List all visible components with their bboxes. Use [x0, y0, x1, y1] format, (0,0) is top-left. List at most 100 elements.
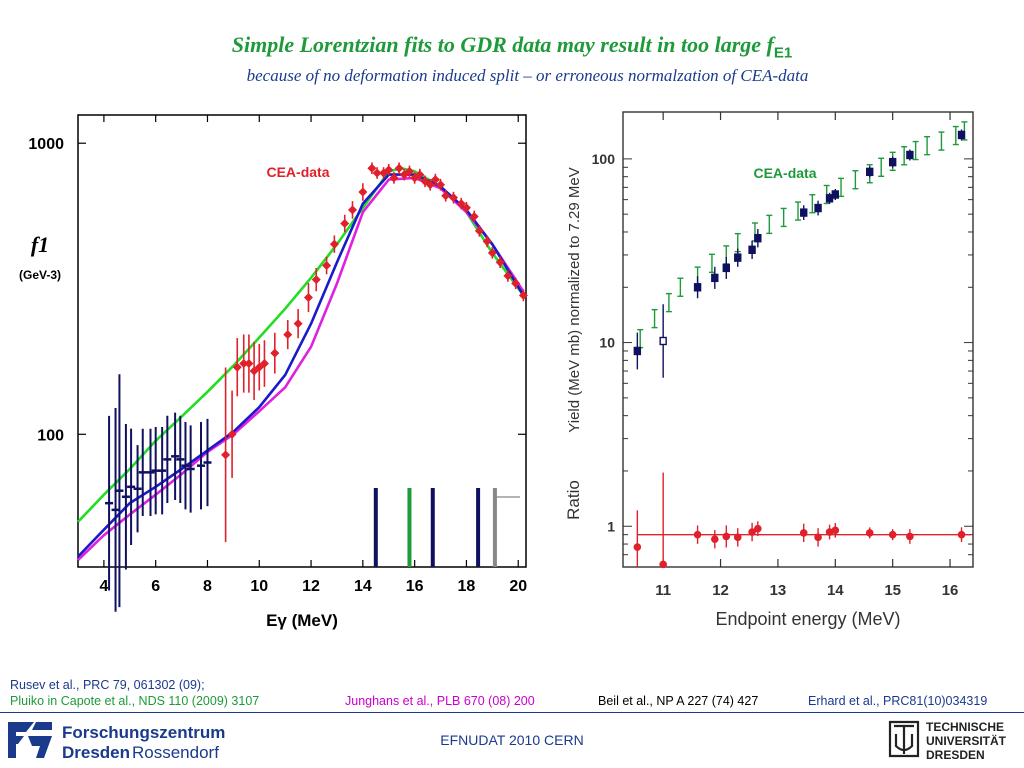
x-tick-label: 15	[884, 582, 901, 599]
yield-data-point	[957, 130, 966, 140]
ratio-data-point	[693, 530, 702, 539]
x-tick-label: 10	[250, 578, 268, 595]
x-tick-label: 6	[151, 578, 160, 595]
ratio-data-point	[754, 524, 762, 533]
x-axis-label: Endpoint energy (MeV)	[715, 609, 900, 629]
cea-data-point	[372, 168, 382, 178]
reference-pluiko: Pluiko in Capote et al., NDS 110 (2009) …	[10, 694, 260, 708]
x-tick-label: 16	[942, 582, 959, 599]
x-tick-label: 4	[99, 578, 108, 595]
cea-data-point	[389, 173, 399, 183]
cea-data-point	[227, 429, 237, 439]
cea-data-point	[482, 236, 492, 246]
yield-data-point	[866, 167, 874, 177]
yield-data-point	[633, 346, 642, 356]
ratio-data-point	[711, 535, 719, 544]
yield-data-point	[659, 336, 667, 346]
cea-data-point	[259, 359, 269, 369]
logo-tud-line2: UNIVERSITÄT	[926, 733, 1007, 748]
reference-erhard: Erhard et al., PRC81(10)034319	[808, 694, 988, 708]
y-axis-label: f1	[31, 232, 49, 257]
yield-data-point	[754, 234, 762, 243]
x-tick-label: 16	[406, 578, 424, 595]
plot-frame	[622, 111, 974, 568]
y-tick-label: 1000	[28, 136, 64, 153]
cea-data-point	[469, 212, 479, 222]
ratio-data-point	[906, 532, 914, 541]
y-tick-label: 10	[599, 335, 615, 351]
yield-data-point	[831, 190, 839, 199]
cea-data-point	[347, 205, 357, 215]
cea-data-point	[404, 166, 414, 176]
x-tick-label: 18	[458, 578, 476, 595]
cea-data-point	[487, 248, 497, 258]
cea-data-point	[384, 165, 394, 175]
footer-text: EFNUDAT 2010 CERN	[440, 732, 584, 748]
cea-data-point	[518, 290, 528, 300]
yield-data-point	[748, 245, 756, 254]
x-tick-label: 14	[827, 582, 844, 599]
ratio-data-point	[888, 530, 897, 539]
cea-data-point	[329, 239, 339, 249]
y-axis-label: Yield (MeV mb) normalized to 7.29 MeV	[566, 167, 583, 432]
ratio-data-point	[865, 529, 874, 537]
yield-data-point	[693, 283, 702, 292]
logo-fz-suburb: Rossendorf	[132, 743, 219, 762]
x-axis-label: Eγ (MeV)	[266, 611, 338, 630]
logo-tud-line1: TECHNISCHE	[926, 720, 1004, 734]
ratio-data-point	[733, 533, 742, 542]
slide-subtitle: because of no deformation induced split …	[246, 66, 809, 85]
x-tick-label: 12	[302, 578, 320, 595]
cea-data-point	[495, 257, 505, 267]
logo-fz-name: Forschungszentrum	[62, 723, 225, 742]
x-tick-label: 14	[354, 578, 372, 595]
y-tick-label: 1	[607, 518, 615, 534]
yield-data-point	[711, 273, 719, 283]
logo-tud-line3: DRESDEN	[926, 748, 985, 762]
yield-data-point	[814, 203, 822, 213]
ratio-data-point	[722, 532, 731, 541]
cea-data-point	[436, 180, 446, 190]
footer-divider	[0, 712, 1024, 713]
cea-data-point	[303, 293, 313, 303]
cea-data-point	[461, 203, 471, 213]
yield-data-point	[734, 253, 742, 262]
cea-data-point	[511, 278, 521, 288]
y-axis-unit: (GeV-3)	[19, 268, 61, 282]
y-axis-label-ratio: Ratio	[564, 480, 583, 520]
ratio-data-point	[633, 543, 642, 551]
cea-data-point	[430, 175, 440, 185]
reference-beil: Beil et al., NP A 227 (74) 427	[598, 694, 759, 708]
cea-data-point	[232, 362, 242, 372]
reference-rusev: Rusev et al., PRC 79, 061302 (09);	[10, 678, 205, 692]
logo-fz-city: Dresden	[62, 743, 130, 762]
cea-data-annotation: CEA-data	[266, 164, 329, 180]
yield-data-point	[888, 157, 897, 167]
ratio-data-point	[957, 530, 966, 539]
cea-data-point	[270, 348, 280, 358]
cea-data-point	[293, 319, 303, 329]
y-tick-label: 100	[592, 151, 616, 167]
cea-data-point	[448, 193, 458, 203]
cea-data-annotation: CEA-data	[753, 165, 816, 181]
ratio-data-point	[659, 560, 667, 569]
title-subscript: E1	[773, 44, 793, 62]
ratio-data-point	[814, 533, 822, 542]
ratio-data-point	[748, 528, 756, 536]
cea-data-point	[474, 226, 484, 236]
y-tick-label: 100	[37, 427, 64, 444]
yield-data-point	[906, 150, 914, 160]
cea-data-point	[249, 366, 259, 376]
ratio-data-point	[831, 526, 840, 535]
plot-frame	[77, 114, 527, 568]
x-tick-label: 20	[509, 578, 527, 595]
cea-data-point	[221, 450, 231, 460]
cea-data-point	[311, 275, 321, 285]
cea-data-point	[239, 359, 249, 369]
cea-data-point	[340, 218, 350, 228]
x-tick-label: 13	[770, 582, 787, 599]
cea-data-point	[394, 163, 404, 173]
